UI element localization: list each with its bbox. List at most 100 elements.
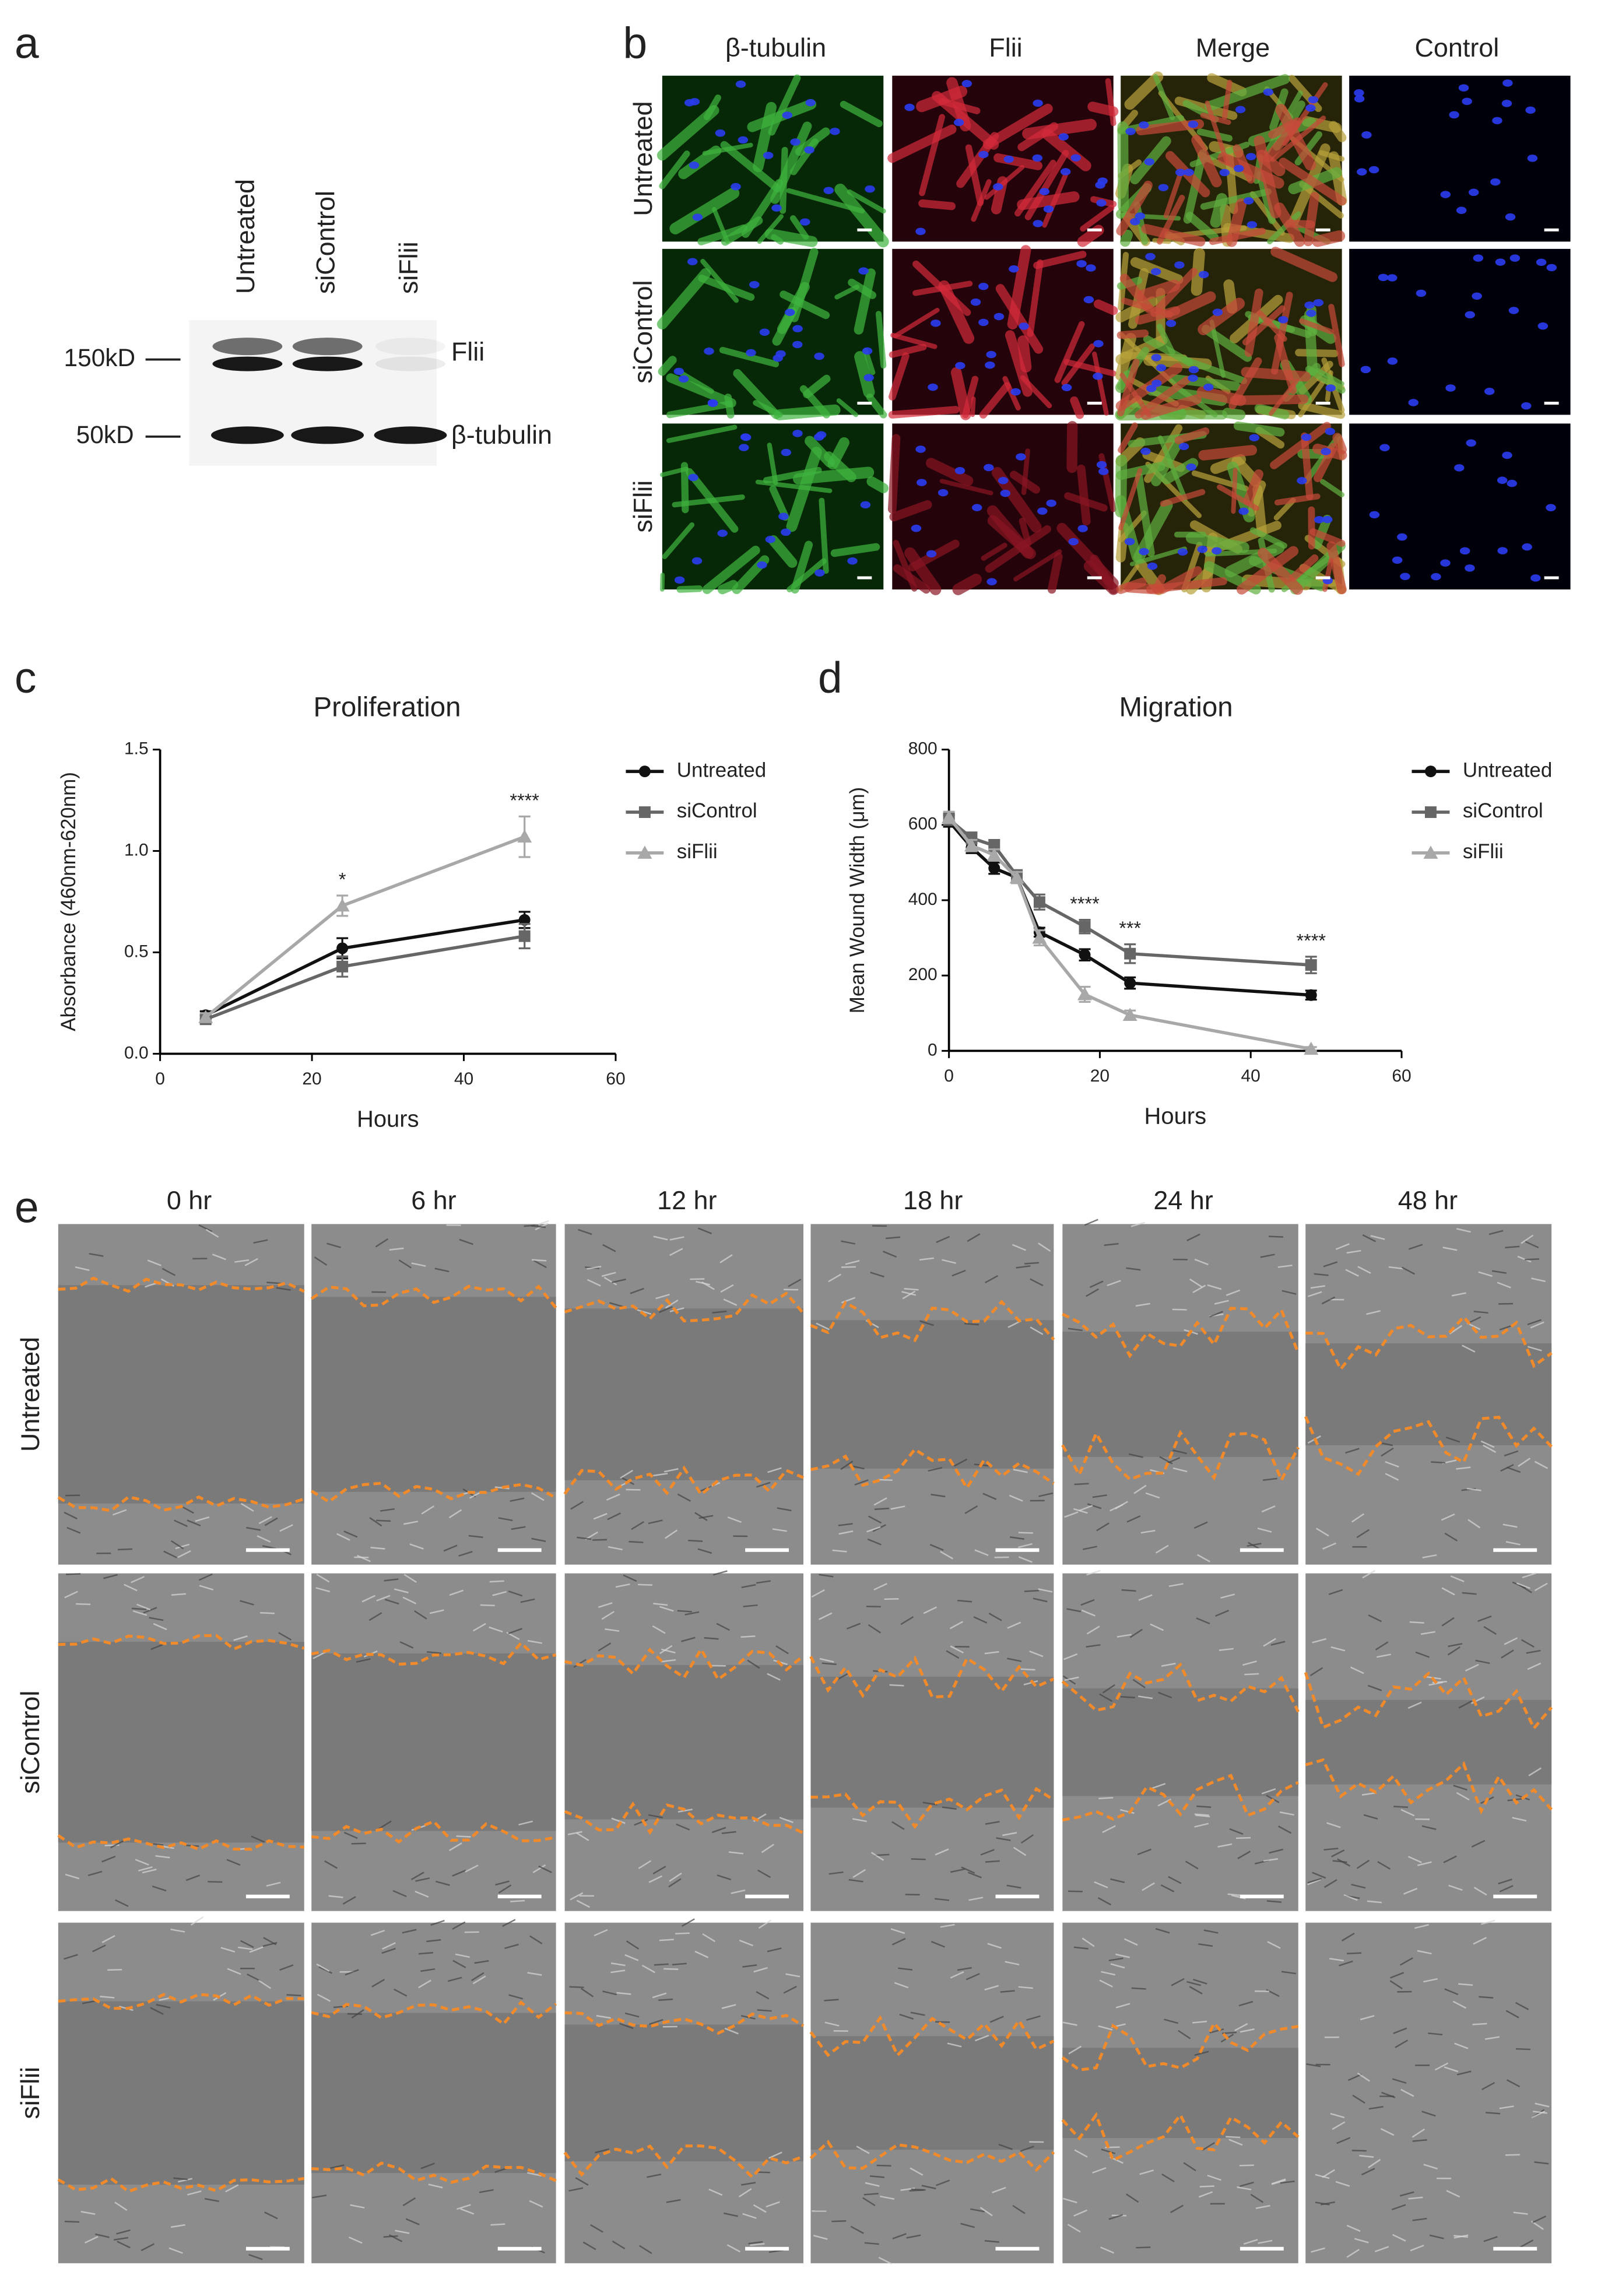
micrograph <box>1061 1922 1300 2263</box>
column-header: 0 hr <box>167 1185 212 1215</box>
cell <box>928 1467 943 1472</box>
cell <box>1196 1554 1210 1563</box>
cell <box>472 1975 486 1985</box>
cell <box>898 1967 913 1971</box>
cell <box>661 1648 676 1653</box>
cell <box>1366 1310 1381 1315</box>
cell <box>1330 2112 1345 2119</box>
cell <box>1157 435 1188 501</box>
cell <box>1518 1458 1531 1468</box>
cell <box>1016 1265 1031 1269</box>
nucleus <box>1497 476 1508 485</box>
nucleus <box>1458 84 1469 92</box>
cell <box>101 1855 116 1863</box>
nucleus <box>1058 133 1069 141</box>
cell <box>1351 1884 1366 1889</box>
y-axis-label: Absorbance (460nm-620nm) <box>57 772 80 1031</box>
micrograph <box>57 1224 305 1565</box>
nucleus <box>1097 177 1108 185</box>
cell <box>1068 1890 1083 1893</box>
cell <box>402 1596 417 1605</box>
cell <box>889 1684 904 1687</box>
cell <box>1350 1666 1364 1674</box>
nucleus <box>1146 385 1157 392</box>
cell <box>1312 1872 1326 1879</box>
cell <box>899 2013 914 2020</box>
cell <box>1155 1544 1169 1554</box>
nucleus <box>1263 88 1274 96</box>
cell <box>1092 2167 1107 2174</box>
cell <box>938 97 981 114</box>
cell <box>701 1281 715 1290</box>
wound-edge <box>1305 1314 1553 1372</box>
cell <box>1192 2020 1207 2024</box>
cell <box>1357 1266 1371 1274</box>
cell <box>1442 1247 1458 1251</box>
cell <box>1158 1691 1172 1699</box>
cell <box>1315 1528 1329 1537</box>
micrograph <box>1349 423 1571 590</box>
band <box>292 356 363 371</box>
cell <box>1202 2142 1215 2151</box>
cell <box>114 2202 128 2211</box>
cell <box>910 2011 925 2016</box>
wound-edge <box>310 1284 557 1309</box>
micrograph <box>1305 1919 1552 2263</box>
wound-edge <box>1061 1662 1300 1713</box>
cell <box>1086 1626 1100 1635</box>
cell <box>1137 1848 1151 1855</box>
cell <box>1022 118 1097 140</box>
x-tick-label: 0 <box>944 1066 954 1086</box>
cell <box>80 2211 96 2215</box>
cell <box>1115 522 1129 563</box>
cell <box>950 1868 965 1873</box>
nucleus <box>928 383 938 391</box>
cell <box>1393 1806 1409 1808</box>
cell <box>1323 1261 1338 1268</box>
cell <box>1194 1258 1209 1266</box>
cell <box>1226 198 1247 247</box>
cell <box>1483 2236 1498 2242</box>
cell <box>1278 1825 1292 1834</box>
cell <box>1171 1978 1185 1986</box>
cell <box>854 1479 869 1486</box>
nucleus <box>1509 254 1521 262</box>
point <box>518 930 531 942</box>
cell <box>616 1992 631 1995</box>
cell <box>766 2201 780 2208</box>
nucleus <box>1297 477 1307 485</box>
nucleus <box>1525 106 1536 114</box>
cell <box>672 1963 687 1966</box>
cell <box>570 1501 584 1510</box>
cell <box>1347 2073 1362 2081</box>
cell <box>251 1835 265 1843</box>
nucleus <box>1139 121 1149 129</box>
cell <box>1126 1515 1141 1523</box>
wound-area <box>810 2036 1054 2150</box>
cell <box>596 2015 611 2019</box>
cell <box>1475 1659 1490 1665</box>
series-line <box>947 818 1311 967</box>
cell <box>1512 1817 1527 1822</box>
cell <box>652 1625 666 1634</box>
cell <box>834 183 889 248</box>
cell <box>1346 2249 1360 2258</box>
size-marker: 50kD <box>76 421 134 448</box>
column-header: 48 hr <box>1398 1185 1458 1215</box>
cell <box>1377 1860 1391 1870</box>
cell <box>1115 2003 1130 2009</box>
cell <box>225 2184 239 2193</box>
cell <box>64 1511 78 1520</box>
cell <box>1330 1849 1345 1858</box>
cell <box>527 1972 542 1976</box>
nucleus <box>1186 463 1196 471</box>
cell <box>1434 2062 1449 2071</box>
cell <box>316 1963 330 1972</box>
cell <box>669 1307 684 1312</box>
cell <box>1388 1266 1403 1270</box>
cell <box>957 1599 972 1603</box>
cell <box>846 1623 861 1630</box>
cell <box>1429 2234 1444 2239</box>
cell <box>1449 1325 1462 1335</box>
cell <box>429 1609 444 1614</box>
